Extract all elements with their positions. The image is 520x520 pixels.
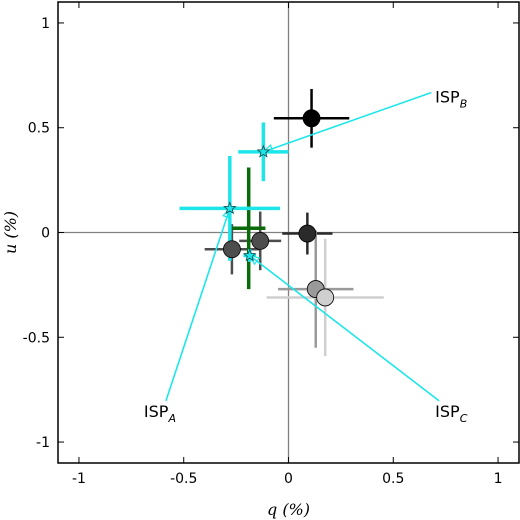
x-tick-label: -1 bbox=[72, 471, 86, 487]
data-point-5 bbox=[316, 288, 335, 307]
annotation-label-b: ISPB bbox=[435, 88, 467, 111]
annotation-label-c: ISPC bbox=[435, 402, 468, 425]
data-point-star-7 bbox=[256, 144, 271, 158]
y-axis-label: u (%) bbox=[1, 211, 20, 254]
annotation-arrow-a bbox=[165, 208, 231, 402]
annotation-label-a: ISPA bbox=[144, 402, 176, 425]
data-point-3 bbox=[223, 240, 241, 259]
y-tick-label: 1 bbox=[41, 16, 50, 32]
data-point-2 bbox=[251, 231, 270, 250]
annotation-arrowhead-b bbox=[261, 143, 275, 154]
x-tick-label: 0 bbox=[284, 471, 293, 487]
data-point-star-9 bbox=[242, 248, 257, 262]
annotation-layer: ISPB ISPA ISPC bbox=[144, 88, 468, 425]
errorbar-layer bbox=[179, 88, 384, 357]
annotation-arrow-c bbox=[249, 254, 440, 402]
data-point-star-8 bbox=[223, 201, 237, 215]
x-axis-label: q (%) bbox=[267, 500, 310, 519]
x-tick-label: -0.5 bbox=[170, 471, 197, 487]
x-tick-label: 1 bbox=[494, 471, 503, 487]
annotation-arrow-b bbox=[263, 91, 432, 153]
data-point-0 bbox=[302, 109, 321, 128]
ticks-layer: -1 -0.5 0 0.5 1 -1 -0.5 0 0.5 1 bbox=[23, 1, 520, 487]
data-point-1 bbox=[298, 224, 317, 243]
y-tick-label: 0 bbox=[41, 226, 50, 242]
y-tick-label: -1 bbox=[36, 435, 50, 451]
y-tick-label: 0.5 bbox=[28, 121, 50, 137]
y-tick-label: -0.5 bbox=[23, 330, 50, 346]
x-tick-label: 0.5 bbox=[382, 471, 404, 487]
plot-frame bbox=[57, 1, 520, 464]
marker-layer bbox=[223, 109, 335, 307]
